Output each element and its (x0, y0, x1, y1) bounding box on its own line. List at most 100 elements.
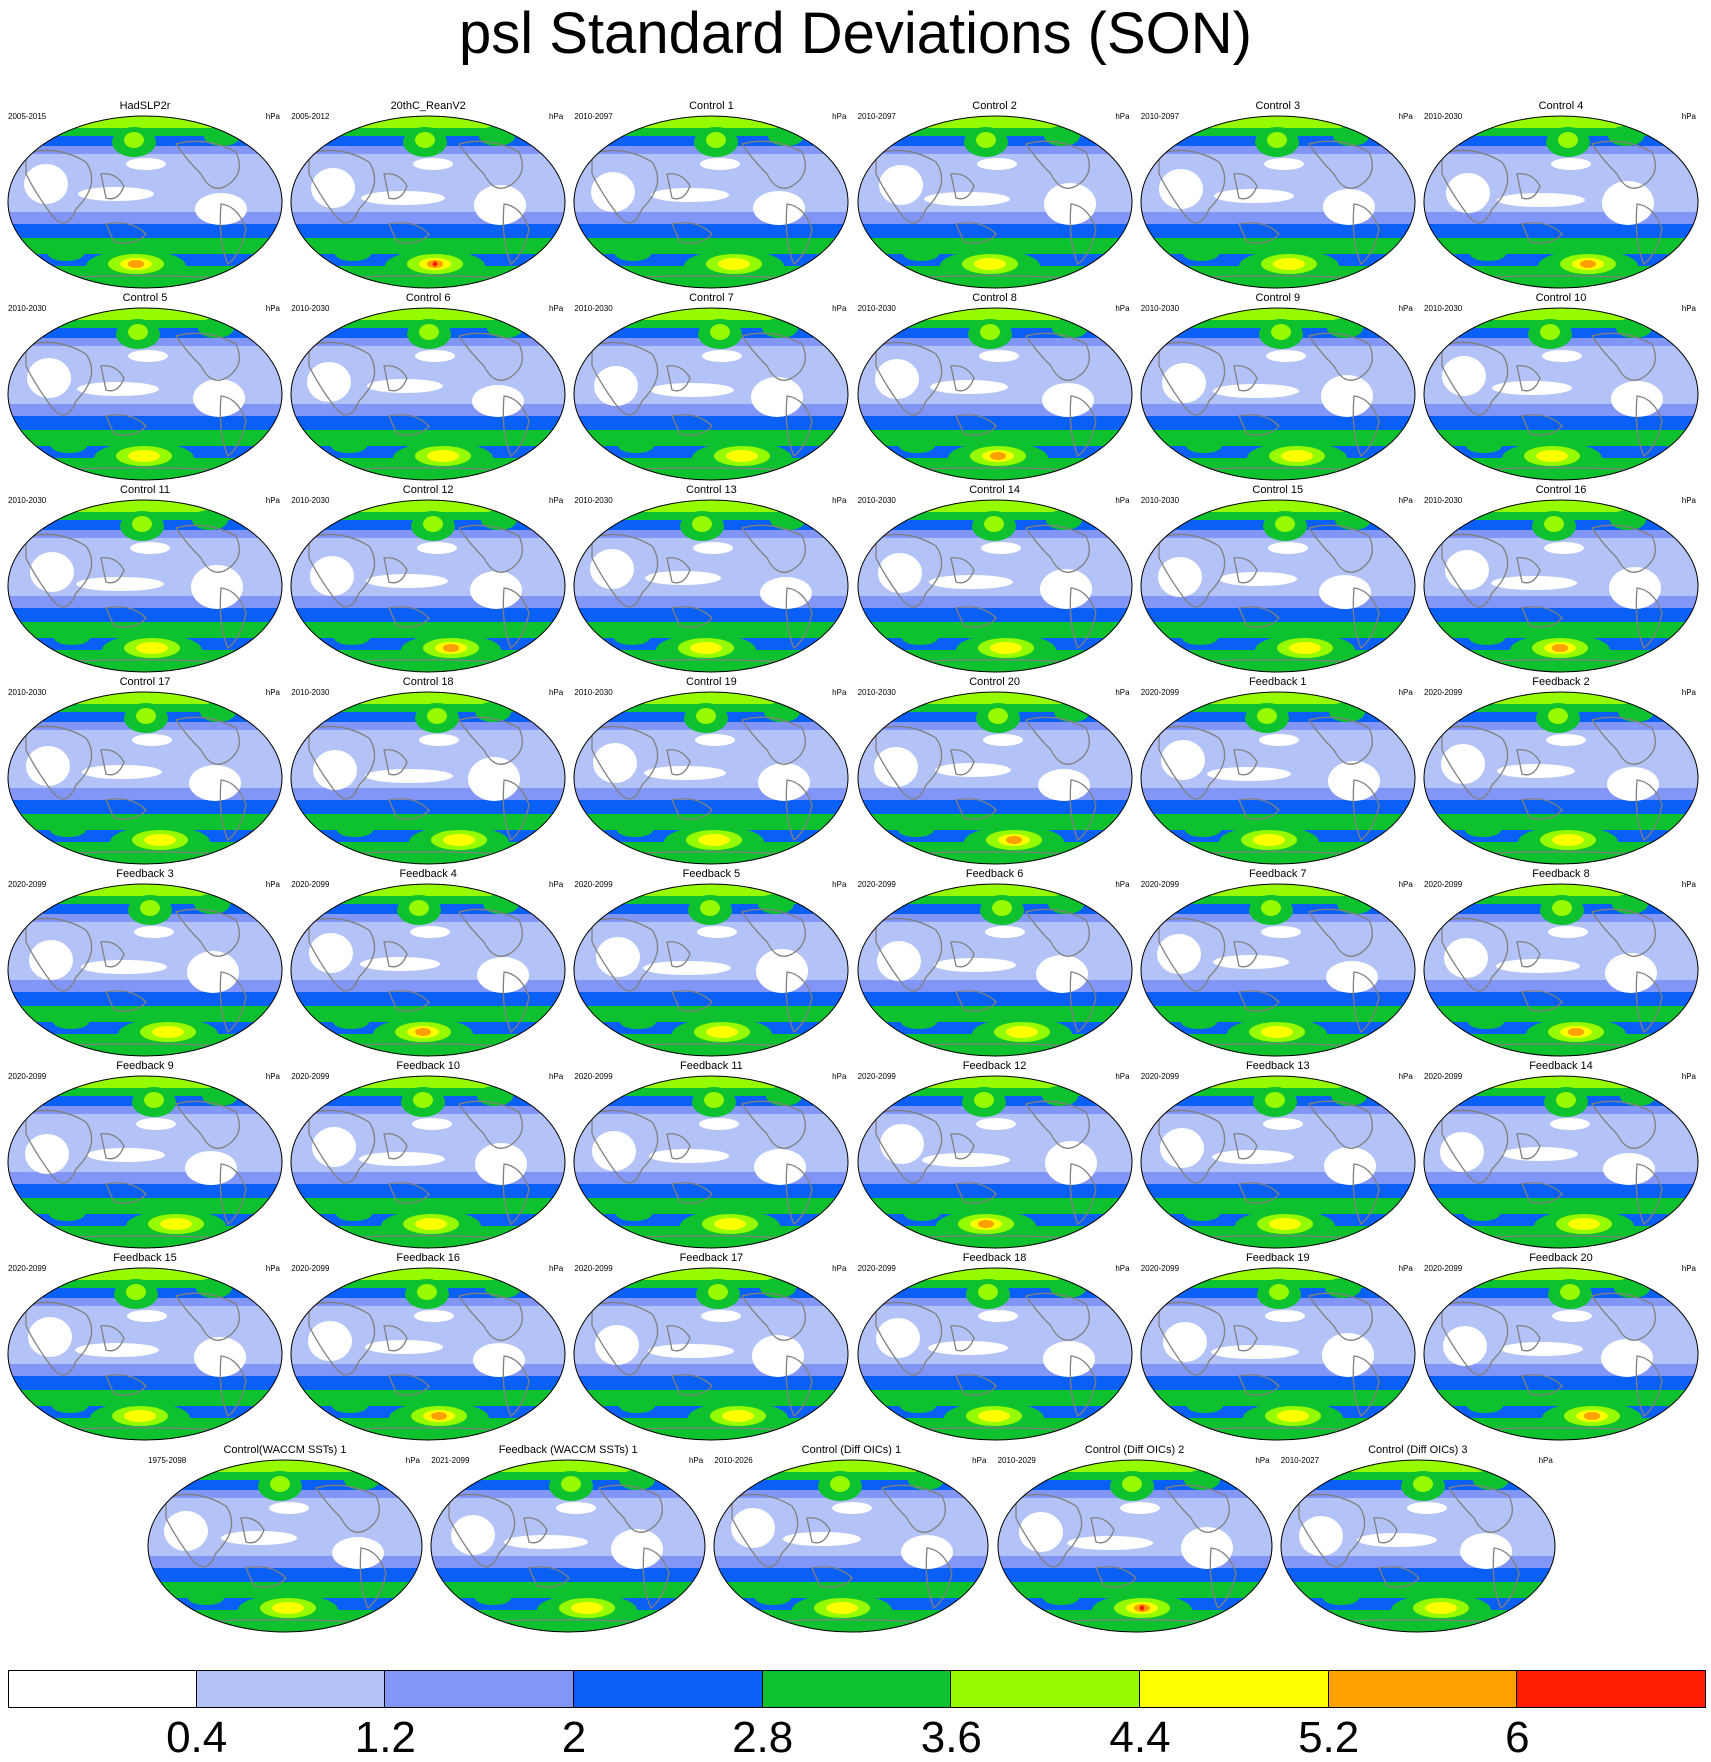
panel-period: 2020-2099 (857, 1264, 896, 1273)
panel-title: Control 1 (689, 100, 734, 112)
panel-period: 2010-2030 (1140, 496, 1180, 505)
world-map (1423, 1267, 1699, 1441)
world-map (1140, 499, 1416, 673)
world-map (7, 307, 283, 481)
map-panel: Feedback 16 2020-2099 hPa (289, 1252, 567, 1442)
panel-period: 2020-2099 (291, 1072, 330, 1081)
world-map (430, 1459, 706, 1633)
panel-period: 2010-2030 (857, 688, 896, 697)
map-panel: Control 18 2010-2030 hPa (289, 676, 567, 866)
panel-period: 2010-2030 (8, 688, 47, 697)
panel-title: Feedback 2 (1532, 676, 1590, 688)
panel-period: 2021-2099 (431, 1456, 470, 1465)
map-panel: Control 16 2010-2030 hPa (1422, 484, 1700, 674)
world-map (7, 691, 283, 865)
world-map (857, 115, 1133, 289)
panel-period: 2020-2099 (291, 880, 330, 889)
panel-period: 2020-2099 (8, 1072, 47, 1081)
map-panel: Control 17 2010-2030 hPa (6, 676, 284, 866)
panel-title: 20thC_ReanV2 (390, 100, 466, 112)
map-panel: HadSLP2r 2005-2015 hPa (6, 100, 284, 290)
panel-title: Control(WACCM SSTs) 1 (223, 1444, 347, 1456)
world-map (7, 499, 283, 673)
panel-period: 2010-2030 (574, 688, 613, 697)
panel-period: 2010-2027 (1280, 1456, 1320, 1465)
colorbar-swatch (1517, 1670, 1706, 1708)
map-panel: Control 13 2010-2030 hPa (572, 484, 850, 674)
panel-units: hPa (1115, 1072, 1130, 1081)
panel-period: 2020-2099 (574, 1264, 613, 1273)
map-panel: Feedback 14 2020-2099 hPa (1422, 1060, 1700, 1250)
colorbar-tick-label: 6 (1505, 1713, 1530, 1762)
map-panel: Feedback 3 2020-2099 hPa (6, 868, 284, 1058)
panel-period: 2020-2099 (1140, 880, 1180, 889)
panel-title: Feedback 11 (679, 1060, 743, 1072)
world-map (573, 499, 849, 673)
world-map (573, 1267, 849, 1441)
panel-units: hPa (1681, 688, 1696, 697)
panel-units: hPa (1681, 1264, 1696, 1273)
panel-period: 2020-2099 (1140, 688, 1180, 697)
map-panel: Feedback 5 2020-2099 hPa (572, 868, 850, 1058)
colorbar-swatch (574, 1670, 763, 1708)
panel-title: Control 6 (405, 292, 451, 304)
panel-units: hPa (1115, 304, 1130, 313)
panel-title: Control 9 (1255, 292, 1301, 304)
panel-title: Control (Diff OICs) 3 (1368, 1444, 1468, 1456)
world-map (7, 1267, 283, 1441)
panel-units: hPa (265, 880, 280, 889)
world-map (1140, 115, 1416, 289)
panel-period: 2010-2030 (291, 688, 330, 697)
world-map (1423, 691, 1699, 865)
panel-units: hPa (832, 304, 847, 313)
panel-units: hPa (832, 1264, 847, 1273)
map-panel: Control 19 2010-2030 hPa (572, 676, 850, 866)
world-map (573, 1075, 849, 1249)
world-map (290, 1075, 566, 1249)
panel-units: hPa (1681, 304, 1696, 313)
world-map (1423, 115, 1699, 289)
map-panel: Control 6 2010-2030 hPa (289, 292, 567, 482)
panel-title: Feedback 17 (679, 1252, 744, 1264)
world-map (1423, 499, 1699, 673)
panel-units: hPa (548, 688, 564, 697)
panel-period: 2020-2099 (857, 880, 896, 889)
panel-units: hPa (1115, 688, 1130, 697)
panel-units: hPa (1398, 496, 1413, 505)
map-panel: Feedback 11 2020-2099 hPa (572, 1060, 850, 1250)
panel-units: hPa (265, 496, 280, 505)
panel-units: hPa (832, 112, 847, 121)
world-map (857, 883, 1133, 1057)
map-panel: Feedback 18 2020-2099 hPa (856, 1252, 1134, 1442)
colorbar-swatch (951, 1670, 1140, 1708)
panel-title: Control (Diff OICs) 2 (1084, 1444, 1185, 1456)
colorbar-tick-label: 1.2 (354, 1713, 416, 1762)
panel-units: hPa (832, 1072, 847, 1081)
map-panel: Control 10 2010-2030 hPa (1422, 292, 1700, 482)
panel-units: hPa (1681, 880, 1696, 889)
colorbar-swatch (1140, 1670, 1329, 1708)
map-panel: Feedback 4 2020-2099 hPa (289, 868, 567, 1058)
panel-title: Feedback 6 (965, 868, 1024, 880)
panel-title: Control 11 (120, 484, 170, 496)
world-map (1280, 1459, 1556, 1633)
panel-period: 1975-2098 (148, 1456, 187, 1465)
world-map (857, 691, 1133, 865)
panel-period: 2020-2099 (574, 1072, 613, 1081)
panel-units: hPa (548, 1072, 564, 1081)
world-map (7, 115, 283, 289)
panel-period: 2005-2012 (291, 112, 330, 121)
panel-period: 2010-2030 (8, 304, 47, 313)
panel-units: hPa (1115, 112, 1130, 121)
map-panel: Feedback 20 2020-2099 hPa (1422, 1252, 1700, 1442)
panel-period: 2010-2030 (574, 304, 613, 313)
colorbar-tick-label: 2 (561, 1713, 587, 1762)
map-panel: Control 12 2010-2030 hPa (289, 484, 567, 674)
panel-period: 2020-2099 (1140, 1072, 1180, 1081)
panel-period: 2010-2026 (714, 1456, 753, 1465)
panel-title: Feedback 3 (116, 868, 174, 880)
panel-title: Control 19 (686, 676, 737, 688)
map-panel: Feedback 15 2020-2099 hPa (6, 1252, 284, 1442)
world-map (290, 691, 566, 865)
panel-period: 2010-2030 (1424, 496, 1463, 505)
